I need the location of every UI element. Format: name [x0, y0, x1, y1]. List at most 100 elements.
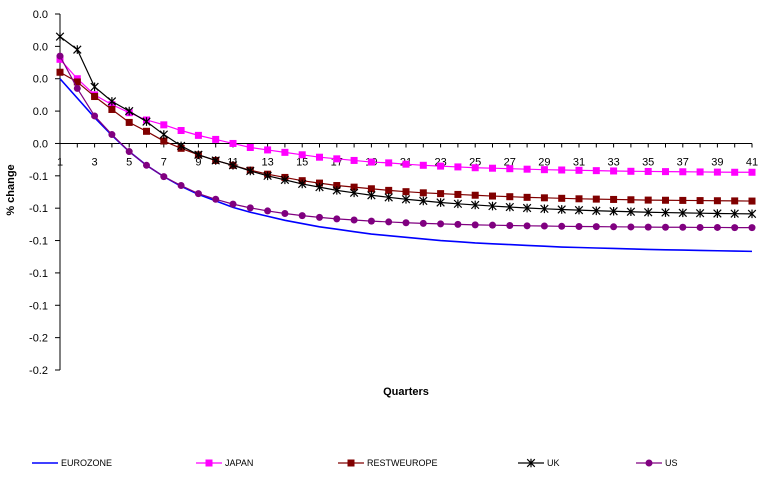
data-point-japan — [713, 168, 721, 176]
data-point-restweurope — [679, 196, 687, 204]
data-point-uk — [695, 208, 705, 218]
data-point-uk — [401, 194, 411, 204]
data-point-uk — [228, 161, 238, 170]
data-point-uk — [73, 45, 82, 54]
data-point-us — [523, 222, 531, 230]
data-point-us — [350, 216, 358, 224]
data-point-restweurope — [662, 196, 669, 204]
legend-item-eurozone: EUROZONE — [32, 458, 112, 468]
series-us — [56, 52, 756, 232]
x-tick-label: 7 — [161, 156, 167, 168]
x-tick-label: 9 — [195, 156, 201, 168]
data-point-restweurope — [748, 197, 756, 205]
data-point-japan — [679, 168, 687, 176]
data-point-us — [56, 52, 64, 60]
data-point-us — [367, 217, 375, 225]
data-point-us — [419, 219, 427, 227]
legend-item-us: US — [636, 458, 678, 468]
data-point-us — [385, 218, 393, 226]
x-tick-label: 31 — [573, 156, 585, 168]
data-point-japan — [627, 167, 635, 175]
legend-label-japan: JAPAN — [225, 458, 253, 468]
data-point-restweurope — [73, 78, 81, 86]
legend-marker-japan — [205, 459, 213, 467]
data-point-uk — [453, 199, 463, 209]
data-point-restweurope — [471, 191, 479, 199]
data-point-uk — [713, 209, 722, 218]
legend-marker-us — [645, 459, 653, 467]
data-point-japan — [489, 164, 496, 172]
x-tick-label: 33 — [607, 156, 619, 168]
data-point-japan — [437, 162, 445, 170]
y-tick-label: 0.0 — [33, 41, 48, 53]
y-tick-label: 0.0 — [33, 9, 48, 21]
data-point-restweurope — [575, 195, 583, 203]
data-point-us — [454, 220, 462, 228]
data-point-uk — [643, 207, 653, 217]
data-point-restweurope — [644, 196, 652, 204]
legend-label-eurozone: EUROZONE — [61, 458, 112, 468]
data-point-us — [125, 148, 133, 156]
data-point-uk — [194, 150, 203, 160]
data-point-us — [264, 207, 272, 215]
data-point-uk — [55, 32, 65, 41]
data-point-restweurope — [506, 193, 514, 201]
data-point-us — [281, 210, 289, 218]
y-tick-label: -0.2 — [29, 365, 48, 377]
x-tick-label: 35 — [642, 156, 654, 168]
data-point-uk — [367, 190, 376, 200]
legend-label-uk: UK — [547, 458, 560, 468]
data-point-restweurope — [489, 192, 496, 200]
data-point-japan — [731, 168, 739, 176]
data-point-uk — [280, 175, 290, 185]
data-point-us — [108, 131, 116, 139]
data-point-us — [73, 84, 81, 92]
data-point-uk — [211, 156, 220, 165]
data-point-us — [298, 212, 306, 220]
data-point-us — [489, 221, 496, 229]
data-point-us — [316, 213, 323, 221]
x-tick-label: 41 — [746, 156, 758, 168]
series-line-japan — [59, 58, 752, 173]
data-point-us — [402, 219, 410, 227]
data-point-uk — [540, 204, 549, 214]
data-point-uk — [574, 205, 584, 215]
data-point-uk — [470, 200, 480, 210]
legend-marker-uk — [526, 458, 536, 468]
legend-marker-restweurope — [347, 459, 355, 467]
data-point-restweurope — [367, 185, 375, 193]
data-point-japan — [246, 144, 254, 151]
x-tick-label: 29 — [538, 156, 550, 168]
data-point-us — [177, 182, 185, 190]
data-point-us — [575, 222, 583, 230]
legend: EUROZONE JAPAN RESTWEUROPE UK US — [32, 458, 678, 468]
data-point-uk — [661, 208, 670, 217]
data-point-us — [160, 173, 168, 181]
data-point-us — [592, 223, 600, 231]
legend-item-japan: JAPAN — [196, 458, 253, 468]
data-point-japan — [385, 159, 393, 167]
data-point-uk — [159, 130, 169, 139]
data-point-japan — [575, 166, 583, 174]
data-point-uk — [124, 106, 134, 116]
data-point-uk — [332, 186, 342, 195]
data-point-japan — [316, 153, 323, 161]
y-tick-label: 0.0 — [33, 106, 48, 118]
data-point-japan — [212, 135, 220, 143]
data-point-uk — [592, 206, 601, 216]
data-point-uk — [246, 166, 255, 176]
legend-item-restweurope: RESTWEUROPE — [338, 458, 438, 468]
x-tick-label: 1 — [57, 156, 63, 168]
data-point-uk — [488, 201, 497, 211]
x-tick-label: 13 — [261, 156, 273, 168]
data-point-restweurope — [592, 195, 600, 203]
x-tick-label: 3 — [92, 156, 98, 168]
data-point-japan — [558, 166, 566, 174]
y-tick-label: 0.0 — [33, 74, 48, 86]
data-point-uk — [436, 198, 445, 207]
data-point-us — [713, 223, 721, 231]
data-point-japan — [229, 139, 237, 147]
data-point-japan — [350, 156, 358, 164]
data-point-uk — [107, 97, 117, 106]
data-point-restweurope — [350, 183, 358, 191]
